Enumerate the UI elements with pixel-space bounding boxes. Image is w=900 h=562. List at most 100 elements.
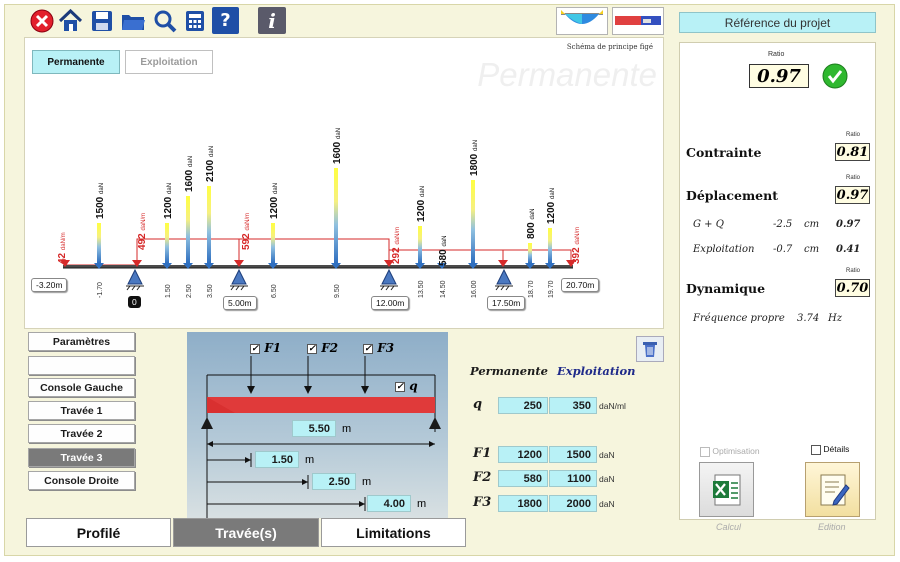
edition-label: Edition — [818, 522, 846, 532]
point-load-value: 2100 daN — [205, 146, 216, 182]
point-load-value: 1600 daN — [184, 156, 195, 192]
support-position-label: 5.00m — [223, 296, 257, 310]
point-load-value: 1500 daN — [95, 183, 106, 219]
position-tick-label: 9.50 — [334, 284, 341, 298]
edition-button[interactable] — [805, 462, 860, 517]
exploitation-deflection-unit: cm — [804, 244, 820, 255]
permanent-load-input[interactable]: 250 — [498, 397, 548, 414]
support-pin — [495, 268, 513, 291]
nav-item[interactable]: Console Gauche — [28, 378, 135, 397]
home-icon[interactable] — [57, 7, 84, 34]
f3-distance-unit: m — [417, 498, 427, 510]
point-load-arrow — [97, 223, 101, 263]
distributed-load-arrow — [234, 260, 244, 267]
point-load-head — [268, 263, 278, 269]
project-reference-field[interactable]: Référence du projet — [679, 12, 876, 33]
info-icon[interactable]: i — [258, 7, 286, 34]
close-icon[interactable] — [28, 7, 55, 34]
deplacement-label: Déplacement — [686, 188, 778, 203]
frequency-unit: Hz — [828, 313, 842, 324]
point-load-value: 1200 daN — [163, 183, 174, 219]
optimisation-checkbox[interactable]: Optimisation — [700, 446, 760, 457]
f2-distance-input[interactable]: 2.50 — [312, 473, 356, 490]
point-load-value: 800 daN — [526, 209, 537, 239]
f3-checkbox[interactable]: ✓ F3 — [363, 341, 395, 355]
position-tick-label: 2.50 — [186, 284, 193, 298]
f2-checkbox[interactable]: ✓ F2 — [307, 341, 339, 355]
contrainte-ratio: 0.81 — [835, 143, 870, 161]
tab-permanente[interactable]: Permanente — [32, 50, 120, 74]
details-checkbox[interactable]: Détails — [811, 444, 849, 455]
distributed-load-arrow — [60, 260, 70, 267]
f1-checkbox[interactable]: ✓ F1 — [250, 341, 282, 355]
open-folder-icon[interactable] — [119, 7, 146, 34]
point-load-arrow — [334, 168, 338, 263]
f3-distance-input[interactable]: 4.00 — [367, 495, 411, 512]
position-tick-label: 13.50 — [418, 280, 425, 298]
search-icon[interactable] — [151, 7, 178, 34]
exploitation-load-input[interactable]: 1500 — [549, 446, 597, 463]
nav-item[interactable]: Travée 1 — [28, 401, 135, 420]
ratio-main-value: 0.97 — [749, 64, 809, 88]
nav-item[interactable]: Console Droite — [28, 471, 135, 490]
dynamique-ratio-label: Ratio — [846, 268, 861, 274]
contrainte-label: Contrainte — [686, 145, 762, 160]
calculator-icon[interactable] — [181, 7, 208, 34]
calcul-label: Calcul — [716, 522, 742, 532]
support-pin — [126, 268, 144, 291]
point-load-arrow — [471, 180, 475, 263]
tab-limitations[interactable]: Limitations — [321, 518, 466, 547]
tab-travees[interactable]: Travée(s) — [173, 518, 319, 547]
beam — [63, 265, 573, 269]
point-load-arrow — [418, 226, 422, 263]
span-schematic: ✓ F1 ✓ F2 ✓ F3 ✓ q 5.50 m 1.50 m 2.50 m … — [187, 332, 448, 518]
position-tick-label: 3.50 — [207, 284, 214, 298]
delete-icon[interactable] — [636, 336, 664, 362]
point-load-head — [331, 263, 341, 269]
load-diagram-panel: Permanente Exploitation Permanente Schém… — [24, 37, 664, 329]
support-position-label: 12.00m — [371, 296, 410, 310]
calcul-button[interactable] — [699, 462, 754, 517]
point-load-head — [204, 263, 214, 269]
moment-diagram-icon[interactable] — [556, 7, 608, 35]
tab-exploitation[interactable]: Exploitation — [125, 50, 213, 74]
permanent-load-input[interactable]: 1200 — [498, 446, 548, 463]
load-diagram-icon[interactable] — [612, 7, 664, 35]
nav-item[interactable]: Paramètres — [28, 332, 135, 351]
nav-item[interactable] — [28, 356, 135, 375]
support-pin — [230, 268, 248, 291]
exploitation-deflection-label: Exploitation — [693, 244, 755, 255]
q-checkbox[interactable]: ✓ q — [395, 379, 418, 393]
nav-item[interactable]: Travée 2 — [28, 424, 135, 443]
exploitation-deflection-ratio: 0.41 — [836, 244, 861, 255]
exploitation-load-input[interactable]: 2000 — [549, 495, 597, 512]
help-icon[interactable]: ? — [212, 7, 239, 34]
load-unit: daN — [599, 474, 615, 484]
exploitation-load-input[interactable]: 350 — [549, 397, 597, 414]
nav-item[interactable]: Travée 3 — [28, 448, 135, 467]
exploitation-load-input[interactable]: 1100 — [549, 470, 597, 487]
col-exploitation: Exploitation — [557, 364, 636, 378]
save-icon[interactable] — [88, 7, 115, 34]
tab-profile[interactable]: Profilé — [26, 518, 171, 547]
point-load-head — [525, 263, 535, 269]
distributed-load-arrow — [498, 260, 508, 267]
exploitation-deflection-value: -0.7 — [773, 244, 793, 255]
permanent-load-input[interactable]: 580 — [498, 470, 548, 487]
dynamique-label: Dynamique — [686, 281, 766, 296]
point-load-head — [162, 263, 172, 269]
f1-distance-unit: m — [305, 454, 315, 466]
position-tick-label: 19.70 — [548, 280, 555, 298]
f1-distance-input[interactable]: 1.50 — [255, 451, 299, 468]
point-load-head — [545, 263, 555, 269]
point-load-arrow — [271, 223, 275, 263]
load-unit: daN — [599, 499, 615, 509]
load-row-label: F2 — [473, 470, 492, 485]
point-load-head — [183, 263, 193, 269]
point-load-head — [415, 263, 425, 269]
span-length-input[interactable]: 5.50 — [292, 420, 336, 437]
permanent-load-input[interactable]: 1800 — [498, 495, 548, 512]
position-tick-label: 16.00 — [471, 280, 478, 298]
f2-distance-unit: m — [362, 476, 372, 488]
point-load-arrow — [548, 228, 552, 263]
